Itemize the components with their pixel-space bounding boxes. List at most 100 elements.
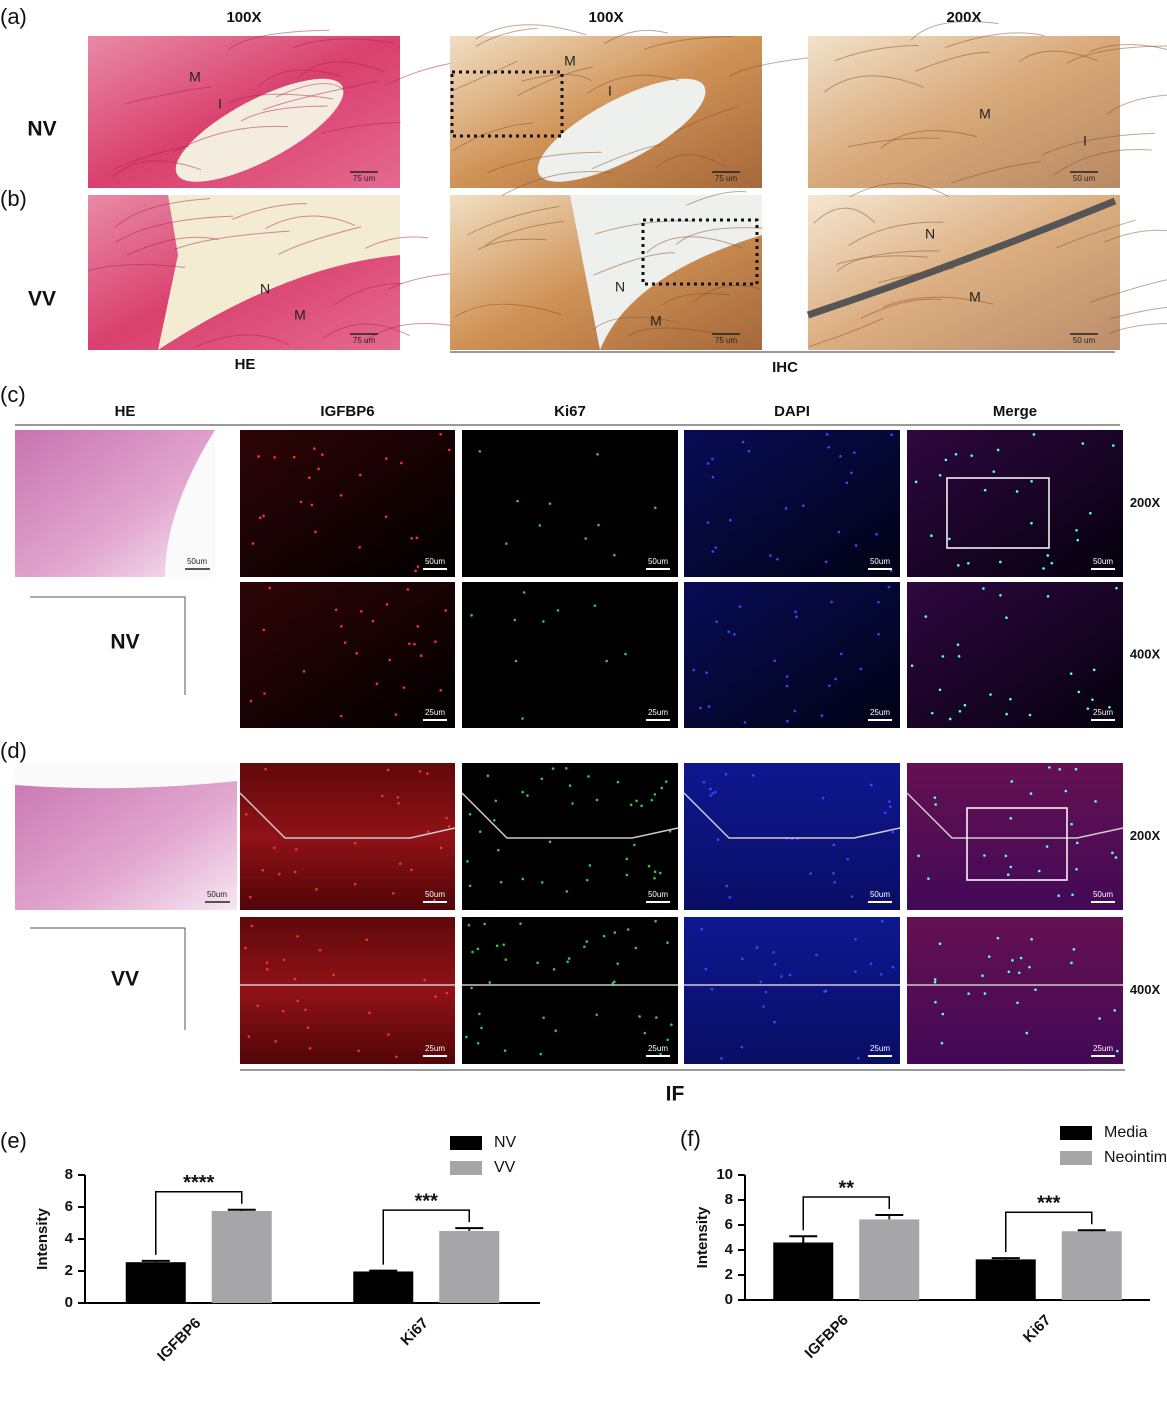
cell bbox=[302, 670, 306, 673]
annotation: I bbox=[218, 96, 222, 112]
cell bbox=[714, 790, 717, 794]
lumen bbox=[570, 195, 762, 350]
cell bbox=[595, 1013, 599, 1017]
cell bbox=[355, 652, 359, 655]
zoom-box bbox=[966, 807, 1068, 881]
cell bbox=[548, 502, 552, 505]
fluorescence-image bbox=[684, 917, 900, 1064]
cell bbox=[282, 958, 286, 962]
cell bbox=[613, 931, 617, 934]
bar bbox=[1061, 1231, 1122, 1300]
boundary bbox=[461, 792, 679, 839]
fiber bbox=[644, 36, 734, 50]
fiber bbox=[950, 161, 1041, 184]
cell bbox=[273, 846, 276, 850]
cell bbox=[585, 940, 589, 943]
fiber bbox=[878, 267, 954, 284]
cell bbox=[759, 980, 763, 984]
cell bbox=[1034, 988, 1037, 992]
bar bbox=[439, 1231, 500, 1303]
y-axis-label: Intensity bbox=[694, 1206, 711, 1268]
cell bbox=[1081, 442, 1085, 445]
cell bbox=[315, 888, 318, 891]
cell bbox=[313, 447, 316, 450]
cell bbox=[587, 775, 590, 778]
cell bbox=[727, 630, 731, 634]
cell bbox=[999, 593, 1002, 597]
fiber bbox=[686, 191, 747, 206]
cell bbox=[339, 493, 343, 497]
cell bbox=[827, 445, 831, 449]
cell bbox=[659, 1052, 662, 1056]
fiber bbox=[262, 80, 380, 111]
cell bbox=[416, 565, 420, 568]
annotation: M bbox=[979, 106, 991, 122]
y-tick-label: 4 bbox=[725, 1241, 734, 1258]
cell bbox=[1050, 561, 1054, 565]
cell bbox=[593, 604, 597, 607]
fiber bbox=[603, 29, 669, 45]
cell bbox=[934, 1000, 937, 1004]
fiber bbox=[848, 221, 944, 246]
cell bbox=[1111, 444, 1115, 447]
cell bbox=[716, 838, 720, 842]
scale-bar-label: 50um bbox=[648, 890, 668, 899]
fiber bbox=[228, 93, 334, 104]
column-header: HE bbox=[115, 403, 136, 420]
cell bbox=[262, 514, 265, 518]
cell bbox=[478, 450, 482, 453]
cell bbox=[700, 927, 704, 931]
cell bbox=[384, 457, 388, 460]
fiber bbox=[627, 327, 725, 338]
cell bbox=[927, 877, 930, 880]
cell bbox=[261, 868, 265, 872]
cell bbox=[1037, 869, 1041, 873]
cell bbox=[314, 530, 317, 534]
cell bbox=[483, 922, 486, 926]
cell bbox=[724, 772, 728, 776]
micrograph bbox=[450, 170, 763, 350]
signal bbox=[907, 917, 1123, 1064]
cell bbox=[247, 1035, 251, 1038]
cell bbox=[375, 682, 379, 686]
cell bbox=[887, 585, 891, 589]
cell bbox=[1086, 707, 1090, 710]
fiber bbox=[586, 74, 679, 94]
cell bbox=[1076, 841, 1079, 845]
cell bbox=[764, 990, 768, 994]
cell bbox=[433, 898, 436, 902]
cell bbox=[505, 542, 508, 545]
fiber bbox=[1107, 94, 1167, 115]
legend-swatch bbox=[450, 1161, 482, 1175]
scale-bar-label: 75 um bbox=[353, 336, 376, 345]
cell bbox=[605, 659, 608, 663]
cell bbox=[747, 449, 751, 453]
cell bbox=[793, 709, 797, 713]
cell bbox=[410, 536, 413, 540]
scale-bar-label: 25um bbox=[425, 1044, 445, 1053]
cell bbox=[596, 453, 599, 456]
fiber bbox=[484, 220, 564, 247]
cell bbox=[970, 454, 974, 457]
cell bbox=[1016, 1001, 1019, 1005]
cell bbox=[445, 816, 448, 820]
cell bbox=[304, 1008, 307, 1012]
y-tick-label: 10 bbox=[716, 1166, 733, 1183]
cell bbox=[1089, 511, 1092, 515]
annotation: I bbox=[1083, 133, 1087, 149]
cell bbox=[741, 957, 744, 961]
cell bbox=[1009, 697, 1012, 701]
cell bbox=[967, 562, 970, 565]
cell bbox=[1108, 705, 1111, 709]
cell bbox=[318, 948, 322, 952]
fiber bbox=[910, 21, 999, 41]
image-bg bbox=[462, 582, 678, 728]
cell bbox=[476, 947, 480, 951]
significance-label: ** bbox=[838, 1177, 854, 1199]
cell bbox=[1113, 1009, 1116, 1012]
fiber bbox=[836, 255, 928, 265]
annotation: M bbox=[294, 307, 306, 323]
cell bbox=[854, 938, 857, 941]
cell bbox=[1030, 521, 1033, 525]
legend-label: Media bbox=[1104, 1124, 1148, 1141]
